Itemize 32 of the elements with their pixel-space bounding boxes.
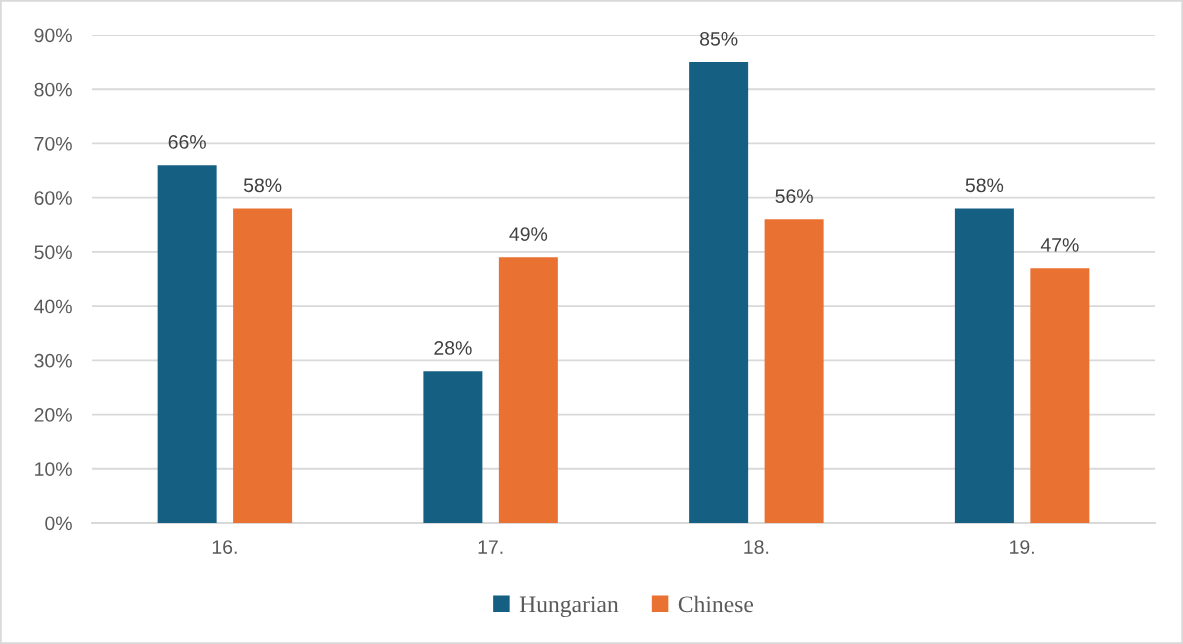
y-tick-label: 0% (45, 516, 72, 531)
y-tick-label: 10% (35, 462, 72, 477)
y-tick-label: 30% (34, 353, 72, 368)
bar (233, 208, 293, 523)
bar (498, 257, 558, 523)
data-label: 49% (509, 227, 548, 241)
y-tick-label: 90% (34, 28, 72, 43)
data-label: 85% (700, 32, 738, 46)
x-tick-label: 18. (744, 540, 769, 554)
y-tick-label: 70% (34, 136, 72, 151)
x-tick-label: 16. (212, 540, 237, 554)
y-tick-label: 20% (34, 408, 72, 422)
bar (423, 371, 483, 523)
y-tick-label: 60% (34, 191, 72, 205)
data-label: 58% (965, 178, 1004, 193)
legend-label: Hungarian (519, 596, 619, 618)
data-label: 28% (434, 341, 472, 355)
bar (157, 165, 217, 523)
bar (689, 62, 749, 523)
legend-label: Chinese (678, 595, 754, 613)
data-label: 47% (1040, 238, 1079, 252)
y-tick-label: 50% (34, 245, 72, 260)
data-label: 66% (168, 135, 206, 149)
x-tick-label: 19. (1010, 540, 1034, 554)
bar (1030, 268, 1090, 523)
x-tick-label: 17. (478, 540, 503, 554)
y-tick-label: 80% (34, 82, 72, 97)
bar (764, 219, 824, 523)
data-label: 58% (243, 178, 282, 193)
y-tick-label: 40% (34, 299, 72, 314)
bar (954, 208, 1014, 523)
data-label: 56% (775, 189, 813, 204)
